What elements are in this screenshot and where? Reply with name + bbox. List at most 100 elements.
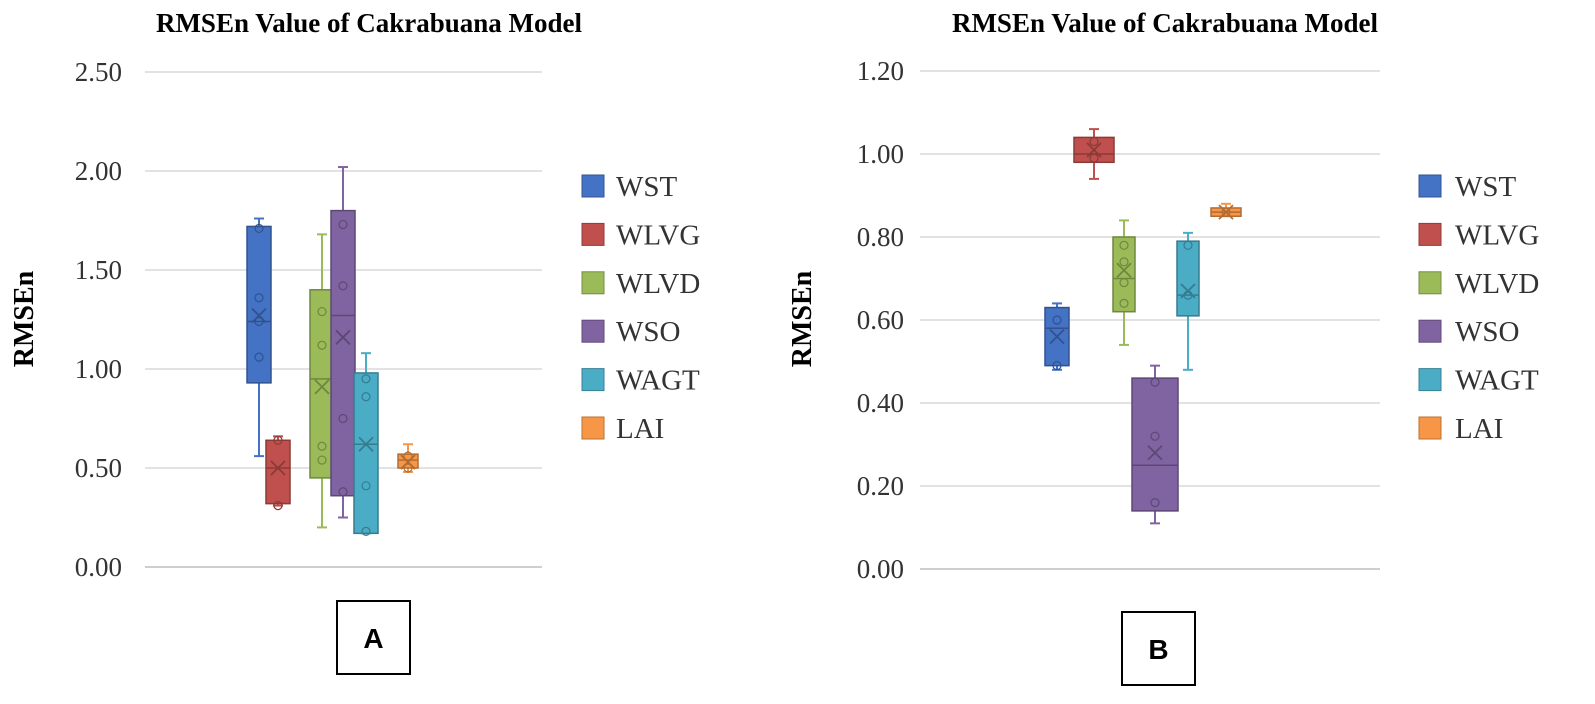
data-point <box>254 223 264 234</box>
box-iqr <box>309 289 335 479</box>
data-point <box>403 451 413 461</box>
box-wst <box>246 217 272 458</box>
y-tick-labels: 0.00 0.50 1.00 1.50 2.00 2.50 <box>75 57 122 582</box>
y-tick-labels: 0.00 0.20 0.40 0.60 0.80 1.00 1.20 <box>857 56 904 584</box>
box-iqr <box>353 372 379 535</box>
legend-item: WST <box>581 171 678 203</box>
legend-swatch <box>581 319 605 343</box>
mean-marker <box>270 460 286 476</box>
y-tick-label: 2.50 <box>75 57 122 87</box>
data-point <box>1183 240 1193 250</box>
data-point <box>254 352 264 362</box>
box-plots <box>1044 128 1242 525</box>
data-point <box>1119 240 1129 250</box>
legend-label: WST <box>1455 171 1517 203</box>
chart-title: RMSEn Value of Cakrabuana Model <box>156 8 583 38</box>
legend-swatch <box>581 222 605 246</box>
mean-marker <box>1086 142 1102 158</box>
legend-swatch <box>1418 416 1442 440</box>
data-point <box>361 481 371 491</box>
data-point <box>317 340 327 350</box>
box-wlvg <box>1073 128 1115 180</box>
chart-panel-a: RMSEn Value of Cakrabuana Model RMSEn 0.… <box>9 8 700 675</box>
data-point <box>1089 153 1099 163</box>
legend-item: WAGT <box>581 365 700 397</box>
legend-label: WLVG <box>1455 219 1539 251</box>
box-iqr <box>246 225 272 384</box>
panel-label: B <box>1148 634 1168 665</box>
legend-swatch <box>1418 368 1442 392</box>
box-iqr <box>1112 236 1136 313</box>
data-point <box>338 281 348 291</box>
data-point <box>1221 207 1231 217</box>
data-point <box>338 413 348 424</box>
legend-label: WST <box>616 171 678 203</box>
y-axis-label: RMSEn <box>9 270 40 367</box>
mean-marker <box>400 454 416 470</box>
mean-marker <box>335 329 351 345</box>
panel-label-box <box>1121 611 1196 686</box>
legend-label: WLVD <box>1455 268 1539 300</box>
data-point <box>1052 315 1062 325</box>
mean-marker <box>358 436 374 452</box>
box-wlvd <box>1112 219 1136 346</box>
legend-swatch <box>1418 222 1442 246</box>
data-point <box>254 293 264 303</box>
legend-item: WSO <box>1418 316 1519 348</box>
legend-item: LAI <box>1418 413 1503 445</box>
legend-item: WSO <box>581 316 680 348</box>
legend-label: WSO <box>616 316 680 348</box>
mean-marker <box>251 307 267 324</box>
legend-label: WLVG <box>616 219 700 251</box>
box-plots <box>246 166 419 536</box>
data-point <box>254 316 264 327</box>
data-point <box>361 374 371 384</box>
box-wst <box>1044 302 1070 371</box>
y-tick-label: 1.00 <box>75 354 122 384</box>
y-tick-label: 1.50 <box>75 255 122 285</box>
data-point <box>1119 278 1129 288</box>
box-wagt <box>1176 231 1200 371</box>
data-point <box>317 441 327 451</box>
y-tick-label: 0.50 <box>75 453 122 483</box>
y-tick-label: 0.00 <box>857 554 904 584</box>
mean-marker <box>314 379 330 395</box>
data-point <box>1119 298 1129 308</box>
legend-item: WST <box>1418 171 1517 203</box>
y-tick-label: 0.00 <box>75 552 122 582</box>
box-wlvd <box>309 233 335 529</box>
legend-label: WSO <box>1455 316 1519 348</box>
box-lai <box>397 443 419 473</box>
legend-label: LAI <box>616 413 664 445</box>
data-point <box>1150 498 1160 508</box>
legend-item: WLVG <box>1418 219 1539 251</box>
data-point <box>1052 361 1062 371</box>
gridlines <box>920 70 1380 570</box>
legend-swatch <box>1418 319 1442 343</box>
box-wso <box>1131 364 1179 525</box>
data-point <box>273 435 283 445</box>
data-point <box>1089 136 1099 147</box>
data-point <box>338 487 348 497</box>
legend-swatch <box>1418 174 1442 198</box>
mean-marker <box>1180 283 1196 299</box>
chart-title: RMSEn Value of Cakrabuana Model <box>952 8 1379 38</box>
box-iqr <box>1176 240 1200 317</box>
box-wlvg <box>265 435 291 511</box>
mean-marker <box>1147 445 1163 461</box>
y-axis-label: RMSEn <box>787 270 818 367</box>
legend-swatch <box>581 368 605 392</box>
y-tick-label: 1.00 <box>857 139 904 169</box>
mean-marker <box>1049 328 1065 345</box>
legend-item: WAGT <box>1418 365 1539 397</box>
legend-label: WAGT <box>616 365 700 397</box>
legend-label: WLVD <box>616 268 700 300</box>
mean-marker <box>1218 204 1234 220</box>
data-point <box>1119 257 1129 267</box>
legend-swatch <box>581 174 605 198</box>
y-tick-label: 0.60 <box>857 305 904 335</box>
legend-label: LAI <box>1455 413 1503 445</box>
data-point <box>273 501 283 511</box>
data-point <box>361 526 371 536</box>
